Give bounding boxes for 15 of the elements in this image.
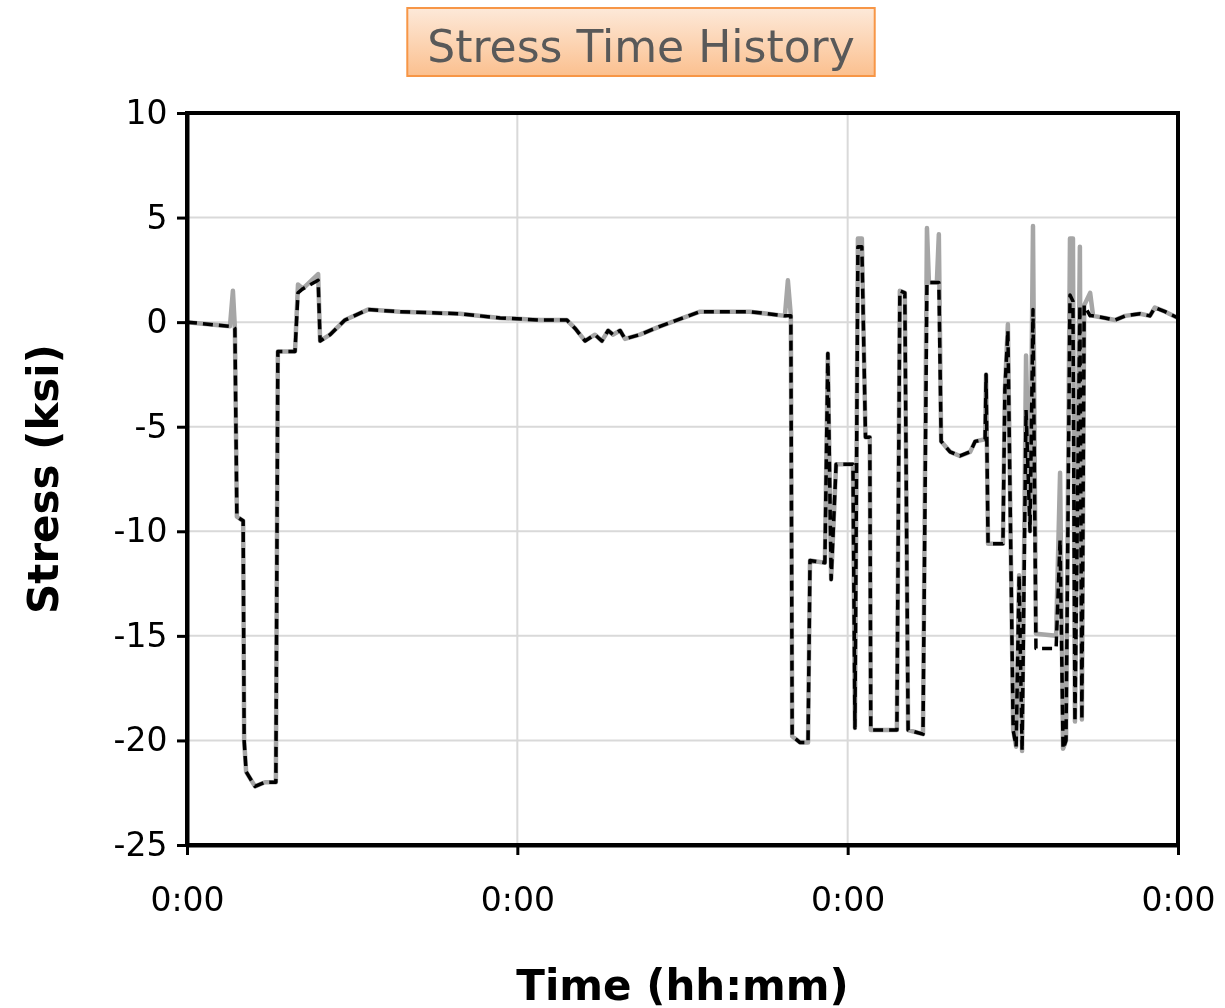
y-tick-label: 0: [146, 302, 168, 342]
y-tick-label: 5: [146, 197, 168, 237]
y-tick-label: -15: [113, 615, 168, 655]
x-tick-label: 0:00: [1141, 879, 1216, 919]
y-tick-label: -5: [134, 406, 168, 446]
y-tick-label: -10: [113, 511, 168, 551]
chart-title: Stress Time History: [427, 21, 855, 72]
x-tick-label: 0:00: [480, 879, 555, 919]
y-tick-label: -25: [113, 825, 168, 865]
x-axis-title: Time (hh:mm): [516, 961, 849, 1008]
y-axis-title: Stress (ksi): [19, 344, 68, 614]
y-tick-label: -20: [113, 720, 168, 760]
y-tick-label: 10: [125, 93, 168, 133]
x-tick-label: 0:00: [150, 879, 225, 919]
x-tick-label: 0:00: [811, 879, 886, 919]
